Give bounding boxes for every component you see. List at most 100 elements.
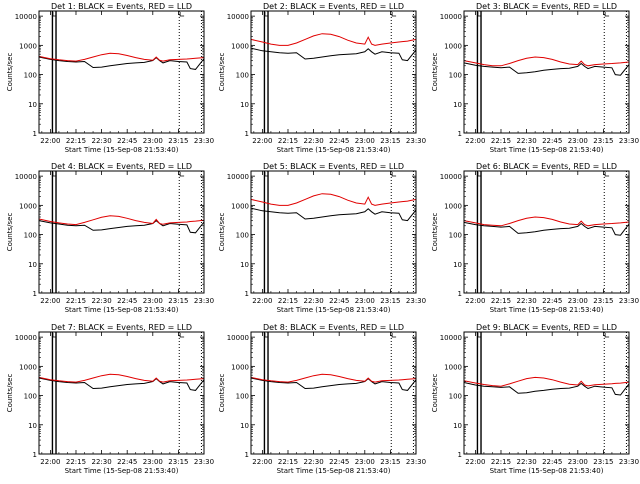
marker-tick — [52, 12, 56, 17]
marker-tick — [604, 12, 610, 17]
x-tick-label: 22:15 — [491, 297, 511, 305]
x-tick-label: 23:30 — [406, 297, 426, 305]
x-tick-label: 23:30 — [619, 297, 639, 305]
plot-frame — [463, 331, 630, 455]
x-tick-label: 23:30 — [406, 137, 426, 145]
x-tick-label: 22:30 — [303, 458, 323, 466]
x-tick-label: 22:15 — [491, 137, 511, 145]
x-axis-label: Start Time (15-Sep-08 21:53:40) — [277, 306, 391, 314]
x-tick-label: 22:15 — [66, 458, 86, 466]
lld-line — [38, 373, 205, 383]
y-axis-label: Counts/sec — [218, 213, 226, 252]
y-tick-label: 100 — [236, 72, 249, 80]
events-line — [38, 56, 205, 70]
x-tick-label: 22:00 — [252, 137, 272, 145]
y-tick-label: 10000 — [227, 173, 249, 181]
x-tick-label: 23:30 — [194, 137, 214, 145]
x-tick-label: 22:45 — [117, 137, 137, 145]
events-line — [250, 47, 417, 62]
y-tick-label: 1000 — [231, 363, 249, 371]
events-line — [250, 377, 417, 391]
x-tick-label: 23:15 — [593, 458, 613, 466]
events-line — [250, 207, 417, 222]
x-tick-label: 22:00 — [465, 458, 485, 466]
x-tick-label: 22:15 — [278, 458, 298, 466]
plot-frame — [38, 10, 205, 134]
x-tick-label: 22:00 — [465, 137, 485, 145]
x-tick-label: 22:45 — [542, 297, 562, 305]
plot-frame — [250, 10, 417, 134]
y-tick-label: 1 — [458, 130, 462, 138]
panel-title: Det 6: BLACK = Events, RED = LLD — [476, 162, 617, 171]
y-tick-label: 10 — [453, 261, 462, 269]
x-tick-label: 23:00 — [355, 458, 375, 466]
y-tick-label: 1 — [33, 451, 37, 459]
x-tick-label: 22:45 — [329, 458, 349, 466]
x-tick-label: 23:30 — [194, 458, 214, 466]
y-tick-label: 1000 — [231, 42, 249, 50]
y-tick-label: 1000 — [19, 42, 37, 50]
marker-tick — [264, 333, 268, 338]
y-tick-label: 100 — [449, 72, 462, 80]
events-line — [38, 219, 205, 234]
lld-line — [38, 52, 205, 62]
detector-panel: 1 10 100 1000 10000 22:00 22:15 22:30 22:45 23:00… — [218, 323, 426, 475]
events-line — [463, 221, 630, 236]
x-tick-label: 23:15 — [168, 458, 188, 466]
x-tick-label: 23:30 — [619, 137, 639, 145]
x-axis-label: Start Time (15-Sep-08 21:53:40) — [65, 467, 179, 475]
x-tick-label: 23:00 — [143, 137, 163, 145]
y-tick-label: 10000 — [440, 334, 462, 342]
y-tick-label: 100 — [24, 393, 37, 401]
y-tick-label: 100 — [236, 232, 249, 240]
x-tick-label: 23:15 — [593, 137, 613, 145]
x-tick-label: 22:00 — [465, 297, 485, 305]
events-line — [38, 377, 205, 391]
x-tick-label: 23:30 — [406, 458, 426, 466]
plot-frame — [38, 170, 205, 294]
marker-tick — [391, 12, 397, 17]
marker-tick — [391, 333, 397, 338]
detector-panel: 1 10 100 1000 10000 22:00 22:15 22:30 22:45 23:00… — [6, 2, 214, 154]
y-axis-label: Counts/sec — [6, 374, 14, 413]
panel-title: Det 5: BLACK = Events, RED = LLD — [263, 162, 404, 171]
y-tick-label: 10 — [453, 422, 462, 430]
y-tick-label: 10 — [240, 422, 249, 430]
detector-panel: 1 10 100 1000 10000 22:00 22:15 22:30 22:45 23:00… — [431, 323, 639, 475]
marker-tick — [52, 333, 56, 338]
x-tick-label: 22:00 — [252, 458, 272, 466]
y-tick-label: 100 — [24, 72, 37, 80]
y-tick-label: 1 — [245, 130, 249, 138]
y-axis-label: Counts/sec — [431, 374, 439, 413]
y-tick-label: 10000 — [15, 173, 37, 181]
lld-line — [250, 373, 417, 383]
y-tick-label: 1000 — [444, 363, 462, 371]
x-tick-label: 22:00 — [40, 297, 60, 305]
x-tick-label: 23:00 — [568, 458, 588, 466]
panel-title: Det 2: BLACK = Events, RED = LLD — [263, 2, 404, 11]
detector-panel: 1 10 100 1000 10000 22:00 22:15 22:30 22:45 23:00… — [218, 2, 426, 154]
y-tick-label: 1 — [33, 290, 37, 298]
marker-tick — [477, 12, 481, 17]
x-axis-label: Start Time (15-Sep-08 21:53:40) — [277, 467, 391, 475]
x-tick-label: 22:45 — [329, 137, 349, 145]
x-tick-label: 22:45 — [117, 297, 137, 305]
x-tick-label: 22:30 — [91, 297, 111, 305]
x-tick-label: 23:00 — [143, 297, 163, 305]
x-axis-label: Start Time (15-Sep-08 21:53:40) — [65, 146, 179, 154]
x-axis-label: Start Time (15-Sep-08 21:53:40) — [65, 306, 179, 314]
y-tick-label: 1 — [458, 451, 462, 459]
x-tick-label: 22:15 — [278, 137, 298, 145]
x-tick-label: 23:15 — [380, 137, 400, 145]
x-tick-label: 22:30 — [516, 137, 536, 145]
x-axis-label: Start Time (15-Sep-08 21:53:40) — [277, 146, 391, 154]
y-tick-label: 100 — [24, 232, 37, 240]
detector-panel: 1 10 100 1000 10000 22:00 22:15 22:30 22:45 23:00… — [218, 162, 426, 314]
x-tick-label: 22:30 — [303, 297, 323, 305]
y-axis-label: Counts/sec — [6, 53, 14, 92]
y-tick-label: 10 — [240, 261, 249, 269]
x-tick-label: 22:30 — [303, 137, 323, 145]
marker-tick — [179, 12, 185, 17]
x-tick-label: 23:00 — [568, 297, 588, 305]
